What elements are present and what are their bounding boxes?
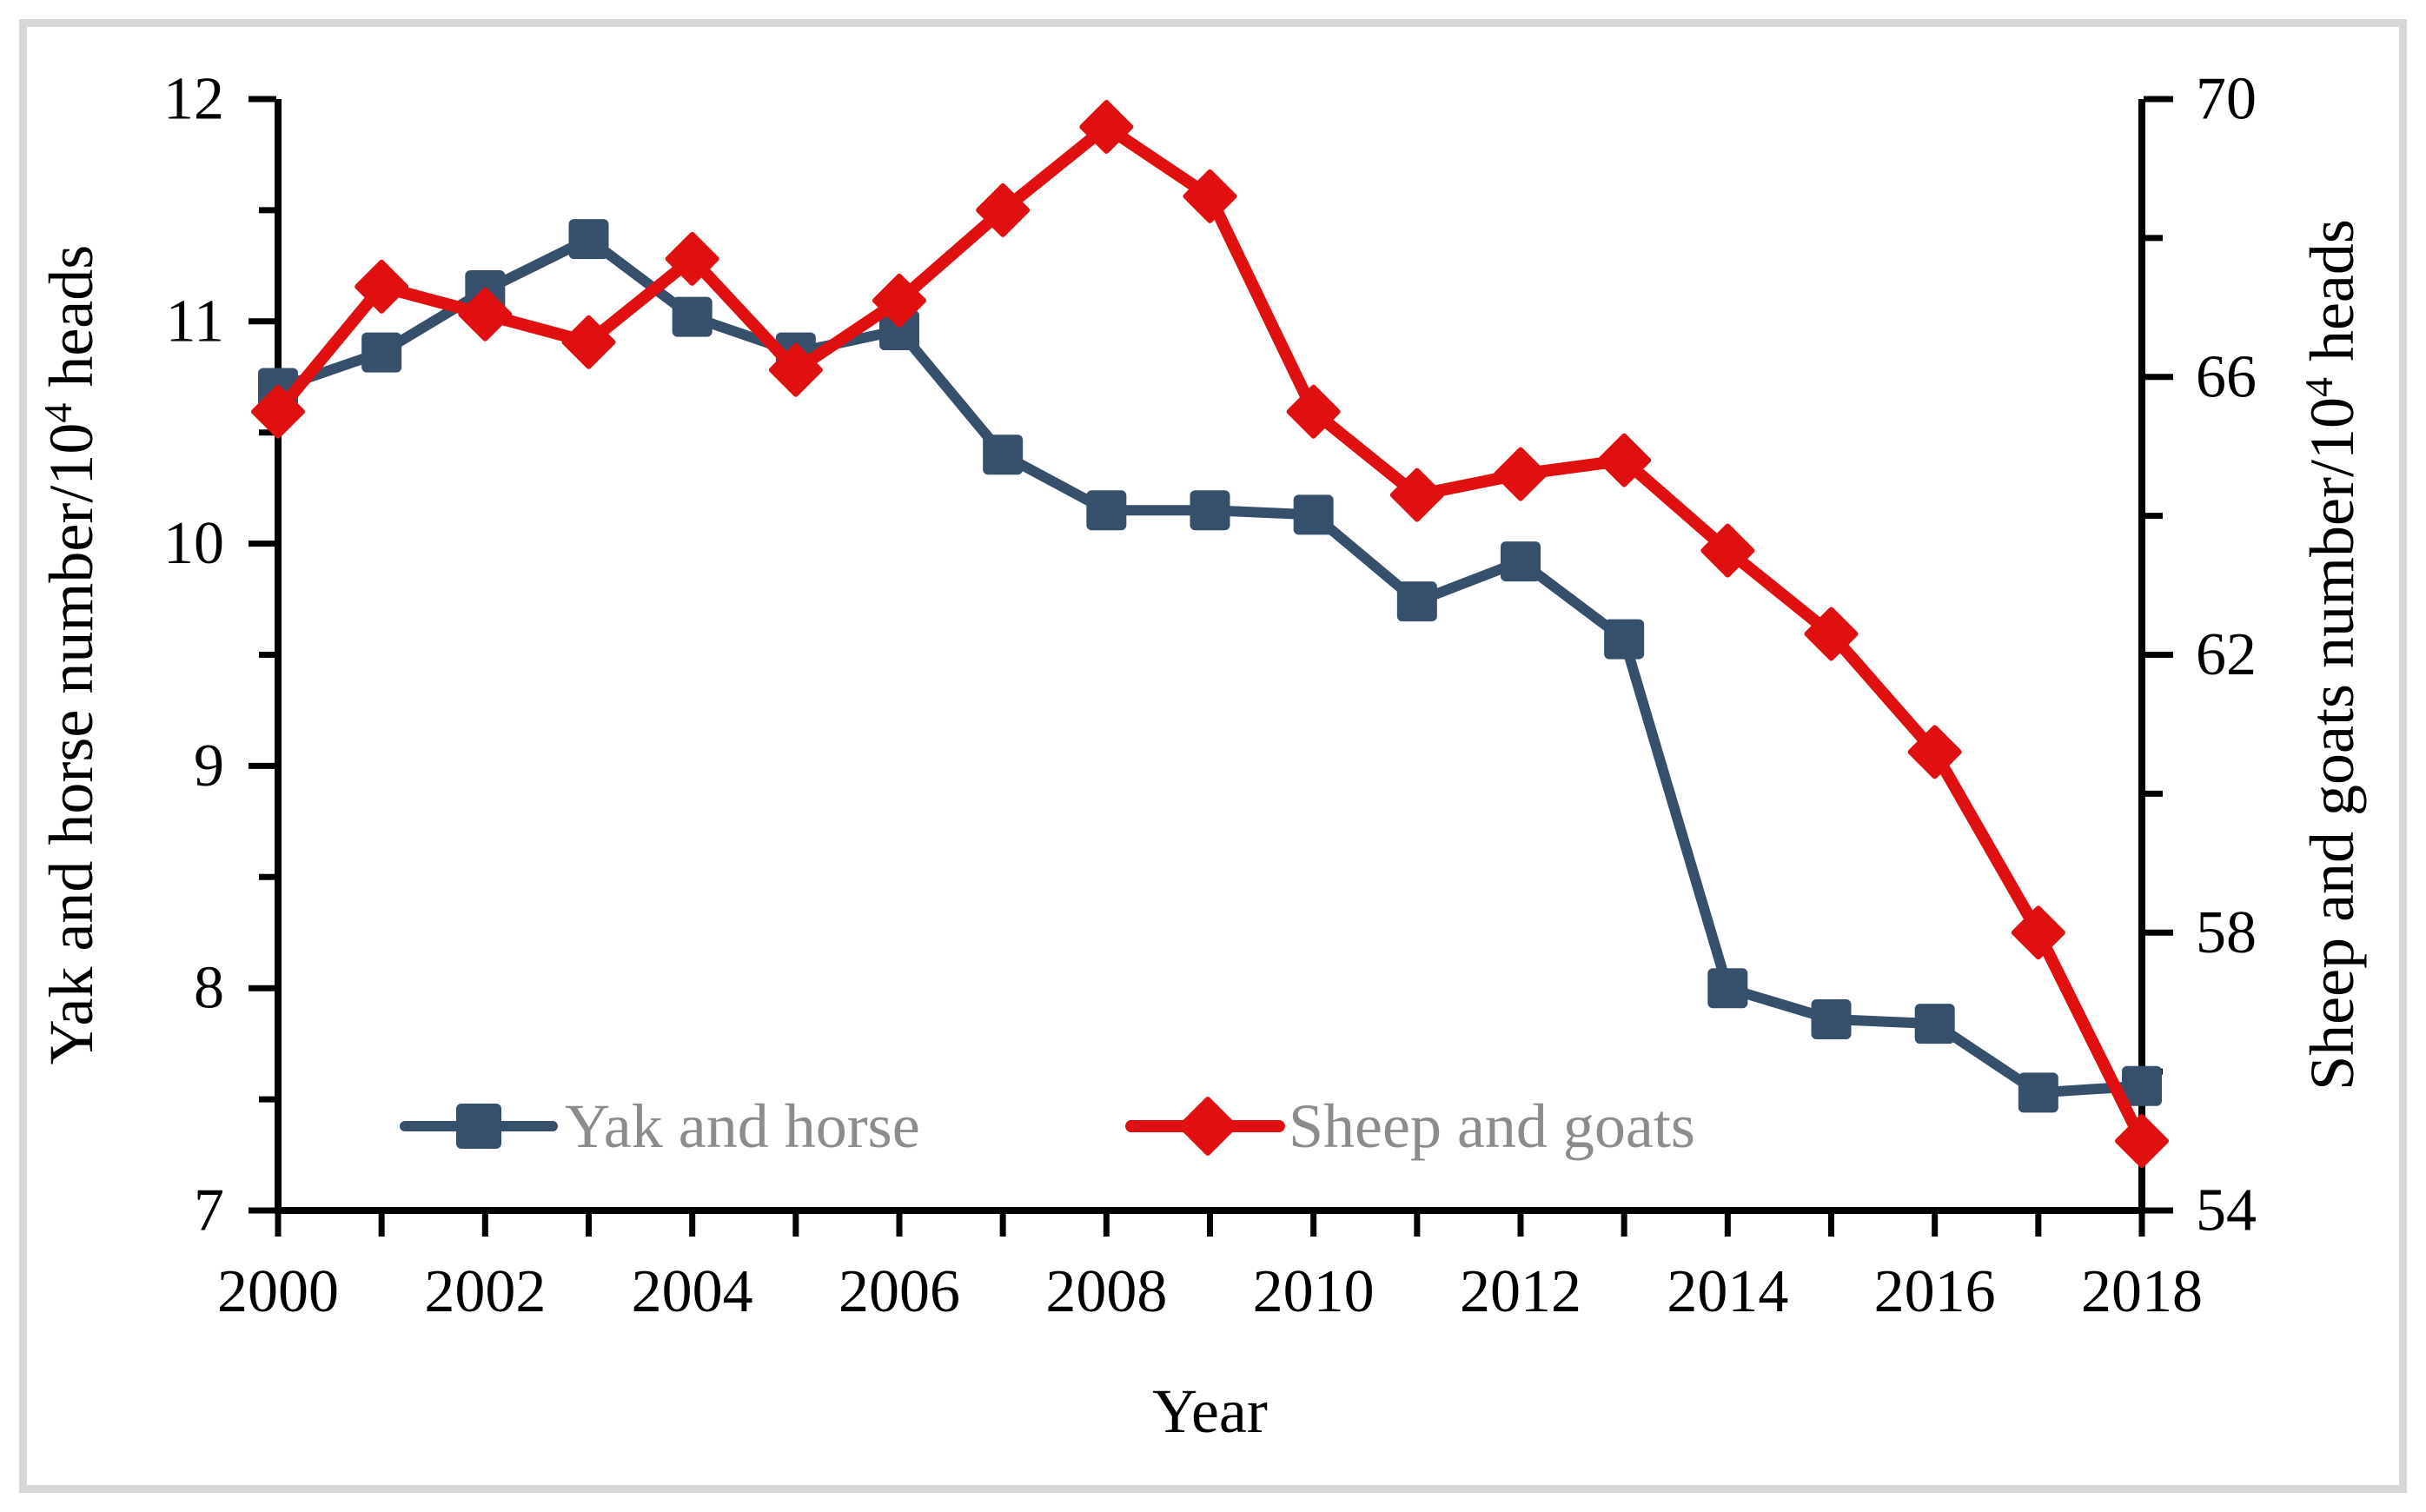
data-point-sheep-and-goats-2001: [355, 259, 409, 314]
right-axis-tick-label-54: 54: [2196, 1177, 2257, 1244]
x-axis-tick-label-2010: 2010: [1253, 1258, 1375, 1325]
legend: Yak and horse Sheep and goats: [400, 1091, 1695, 1161]
left-axis-tick-label-10: 10: [163, 510, 224, 577]
legend-label-yak-and-horse: Yak and horse: [565, 1091, 920, 1161]
right-axis-title-part: 4: [2297, 377, 2341, 397]
data-point-yak-and-horse-2012: [1501, 541, 1541, 582]
data-point-yak-and-horse-2004: [672, 296, 713, 337]
left-axis-title-part: heads: [36, 245, 106, 403]
data-point-yak-and-horse-2011: [1396, 581, 1437, 622]
x-axis-tick-label-2018: 2018: [2081, 1258, 2203, 1325]
data-point-yak-and-horse-2013: [1604, 619, 1645, 660]
data-point-sheep-and-goats-2016: [1907, 725, 1962, 779]
right-axis-title-part: heads: [2297, 219, 2367, 377]
right-axis-title: Sheep and goats number/104 heads: [2297, 219, 2367, 1091]
data-point-sheep-and-goats-2007: [976, 182, 1031, 237]
x-axis-tick-label-2012: 2012: [1460, 1258, 1581, 1325]
legend-marker-yak-and-horse-square-icon: [456, 1104, 501, 1149]
x-axis-tick-label-2014: 2014: [1667, 1258, 1788, 1325]
data-point-sheep-and-goats-2004: [665, 231, 719, 286]
left-axis-tick-label-12: 12: [163, 66, 224, 133]
data-point-sheep-and-goats-2003: [561, 315, 616, 369]
data-point-sheep-and-goats-2008: [1079, 99, 1134, 154]
data-point-sheep-and-goats-2014: [1700, 523, 1755, 578]
series-yak-and-horse: [258, 219, 2162, 1113]
data-point-sheep-and-goats-2015: [1804, 607, 1859, 661]
data-point-sheep-and-goats-2006: [872, 273, 926, 328]
data-point-yak-and-horse-2017: [2018, 1072, 2058, 1113]
data-point-sheep-and-goats-2017: [2011, 905, 2065, 960]
left-axis-tick-label-7: 7: [194, 1177, 224, 1244]
x-axis-tick-label-2008: 2008: [1045, 1258, 1167, 1325]
data-point-yak-and-horse-2001: [361, 332, 402, 373]
data-point-sheep-and-goats-2002: [458, 287, 513, 342]
data-point-sheep-and-goats-2005: [768, 342, 823, 397]
data-point-yak-and-horse-2008: [1086, 490, 1127, 531]
data-point-yak-and-horse-2015: [1811, 999, 1852, 1040]
legend-label-sheep-and-goats: Sheep and goats: [1289, 1091, 1695, 1161]
series-line-sheep-and-goats: [273, 120, 2148, 1144]
data-point-yak-and-horse-2014: [1707, 968, 1748, 1009]
data-point-yak-and-horse-2006: [879, 310, 919, 351]
x-axis-tick-label-2006: 2006: [838, 1258, 960, 1325]
x-axis-tick-label-2000: 2000: [217, 1258, 339, 1325]
left-axis-tick-label-9: 9: [194, 733, 224, 799]
left-axis-title: Yak and horse number/104 heads: [36, 245, 106, 1065]
data-point-sheep-and-goats-2010: [1286, 384, 1341, 439]
data-point-sheep-and-goats-2012: [1494, 447, 1548, 501]
data-point-yak-and-horse-2016: [1914, 1004, 1955, 1044]
data-point-sheep-and-goats-2009: [1183, 169, 1237, 223]
data-point-yak-and-horse-2003: [568, 219, 609, 260]
legend-marker-sheep-and-goats-diamond-icon: [1178, 1097, 1237, 1156]
data-point-sheep-and-goats-2013: [1597, 433, 1652, 487]
legend-item-sheep-and-goats: Sheep and goats: [1125, 1091, 1695, 1161]
data-point-yak-and-horse-2007: [983, 434, 1024, 475]
x-axis-tick-label-2016: 2016: [1874, 1258, 1996, 1325]
right-axis-title-part: Sheep and goats number/10: [2297, 397, 2367, 1091]
data-point-yak-and-horse-2010: [1293, 494, 1334, 535]
left-axis-tick-label-11: 11: [166, 288, 224, 355]
right-axis-tick-label-62: 62: [2196, 621, 2257, 688]
left-axis-title-part: Yak and horse number/10: [36, 423, 106, 1065]
x-axis-tick-label-2004: 2004: [632, 1258, 753, 1325]
x-axis-tick-label-2002: 2002: [424, 1258, 546, 1325]
right-axis-tick-label-58: 58: [2196, 899, 2257, 966]
left-axis-tick-label-8: 8: [194, 955, 224, 1022]
data-point-sheep-and-goats-2018: [2115, 1114, 2169, 1169]
data-point-yak-and-horse-2009: [1190, 490, 1230, 531]
right-axis-tick-label-70: 70: [2196, 66, 2257, 133]
left-axis-title-part: 4: [36, 403, 80, 423]
series-sheep-and-goats: [251, 99, 2169, 1169]
data-point-sheep-and-goats-2000: [251, 384, 305, 439]
x-axis-title: Year: [1152, 1376, 1268, 1446]
data-point-yak-and-horse-2018: [2122, 1065, 2162, 1106]
right-axis-tick-label-66: 66: [2196, 343, 2257, 410]
data-point-sheep-and-goats-2011: [1389, 468, 1444, 522]
legend-item-yak-and-horse: Yak and horse: [400, 1091, 920, 1161]
